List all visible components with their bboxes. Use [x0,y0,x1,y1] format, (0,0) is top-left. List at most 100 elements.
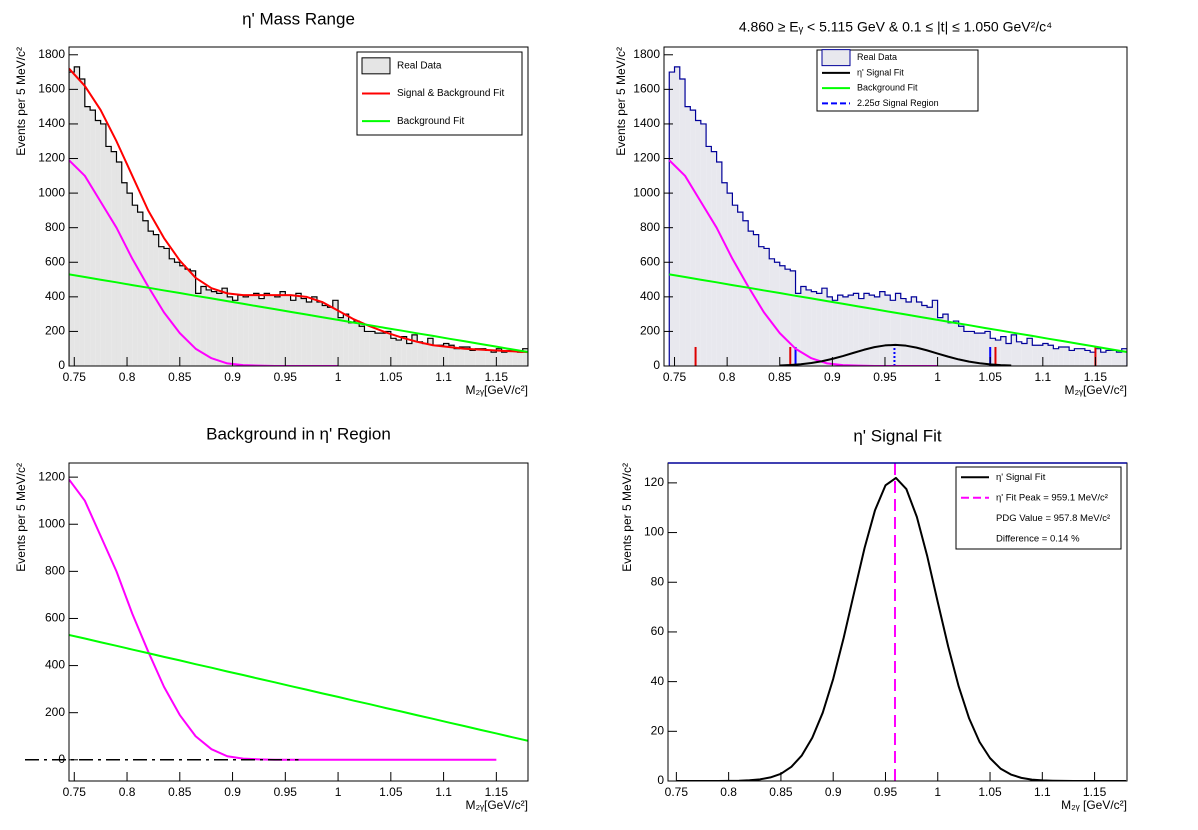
histogram-bar [763,248,770,366]
legend: Real Data Signal & Background Fit Backgrou… [356,51,523,136]
histogram-bar [1016,341,1022,366]
y-tick-label: 60 [651,624,665,638]
histogram-bar [1042,343,1049,366]
y-tick-label: 1200 [633,151,660,165]
histogram-bar [811,291,817,366]
histogram-bar [433,345,439,366]
y-tick-label: 600 [45,254,65,268]
y-tick-label: 400 [45,289,65,303]
histogram-bar [1063,346,1070,366]
histogram-bar [316,302,323,366]
histogram-bar [343,314,349,366]
histogram-bar [69,72,75,366]
x-tick-label: 0.8 [119,785,136,799]
histogram-bar [269,295,275,366]
series-line [69,273,528,353]
legend-label: 2.25σ Signal Region [857,98,939,108]
y-tick-label: 200 [45,324,65,338]
histogram-bar [1121,348,1127,366]
plot-frame [68,46,529,367]
histogram-bar [258,298,265,366]
chart-title: 4.860 ≥ Eᵧ < 5.115 GeV & 0.1 ≤ |t| ≤ 1.0… [739,19,1052,35]
histogram-bar [306,302,312,366]
histogram-bar [848,295,854,366]
histogram-bar [895,293,901,366]
y-tick-label: 0 [657,773,664,787]
histogram-bar [464,346,470,366]
series-line [69,633,528,742]
histogram-bar [795,293,801,366]
histogram-bar [137,212,143,366]
x-tick-label: 1.1 [435,785,452,799]
x-tick-label: 1 [335,370,342,384]
histogram-bar [742,220,749,366]
histogram-bar [1111,350,1117,366]
x-tick-label: 0.85 [168,370,192,384]
legend-swatch [361,57,391,75]
histogram-bar [785,269,791,366]
histogram-bar [253,293,259,366]
histogram-bar [906,302,912,366]
plot-area [69,66,528,366]
series-line [779,343,1012,366]
histogram-bar [1000,336,1006,366]
legend-label: η' Fit Peak = 959.1 MeV/c² [996,492,1108,503]
legend-label: Real Data [397,60,442,71]
histogram-bar [375,333,381,366]
histogram-bar [369,331,375,366]
histogram-bar [1053,348,1059,366]
histogram-bar [990,338,996,366]
histogram-bar [274,296,281,366]
histogram-bar [243,296,249,366]
histogram-bar [163,248,170,366]
legend-label: Background Fit [397,116,464,127]
histogram-bar [200,286,207,366]
histogram-bar [84,106,91,366]
histogram-bar [942,314,949,366]
y-tick-label: 200 [45,705,65,719]
histogram-bar [401,336,407,366]
x-tick-label: 1.05 [379,370,403,384]
y-tick-label: 400 [45,658,65,672]
histogram-bar [105,146,112,366]
histogram-bar [364,331,370,366]
y-axis-label: Events per 5 MeV/c² [14,47,28,156]
histogram-bar [353,321,360,366]
legend: Real Data η' Signal Fit Background Fit 2.25… [816,49,979,112]
histogram-bar [116,161,122,366]
y-tick-label: 1800 [38,47,65,61]
histogram-bar [932,300,938,366]
y-tick-label: 1000 [38,516,65,530]
histogram-bar [79,78,85,366]
histogram-bar [685,106,691,366]
histogram-bar [1095,348,1101,366]
chart-title: Background in η' Region [206,424,391,443]
histogram-bar [1100,352,1106,366]
histogram-bar [1005,343,1012,366]
histogram-bar [427,338,434,366]
x-tick-label: 0.9 [824,370,841,384]
histogram-bar [301,298,307,366]
histogram-bar [448,345,455,366]
x-tick-label: 1.05 [379,785,403,799]
histogram-bar [727,193,733,366]
histogram-bar [475,348,481,366]
histogram-bar [916,302,922,366]
histogram-bar [948,322,954,366]
y-tick-label: 80 [651,574,665,588]
histogram-bar [716,161,722,366]
histogram-bar [100,123,106,366]
histogram-bar [327,307,333,366]
legend-label: PDG Value = 957.8 MeV/c² [996,513,1110,524]
x-tick-label: 0.95 [274,785,298,799]
histogram-bar [890,300,896,366]
histogram-bar [1011,334,1017,366]
x-tick-label: 1.05 [978,785,1002,799]
x-tick-label: 1.05 [979,370,1003,384]
histogram-bar [700,123,707,366]
histogram-bar [390,338,397,366]
histogram-bar [338,317,344,366]
histogram-bar [1105,350,1112,366]
x-tick-label: 1.1 [435,370,452,384]
